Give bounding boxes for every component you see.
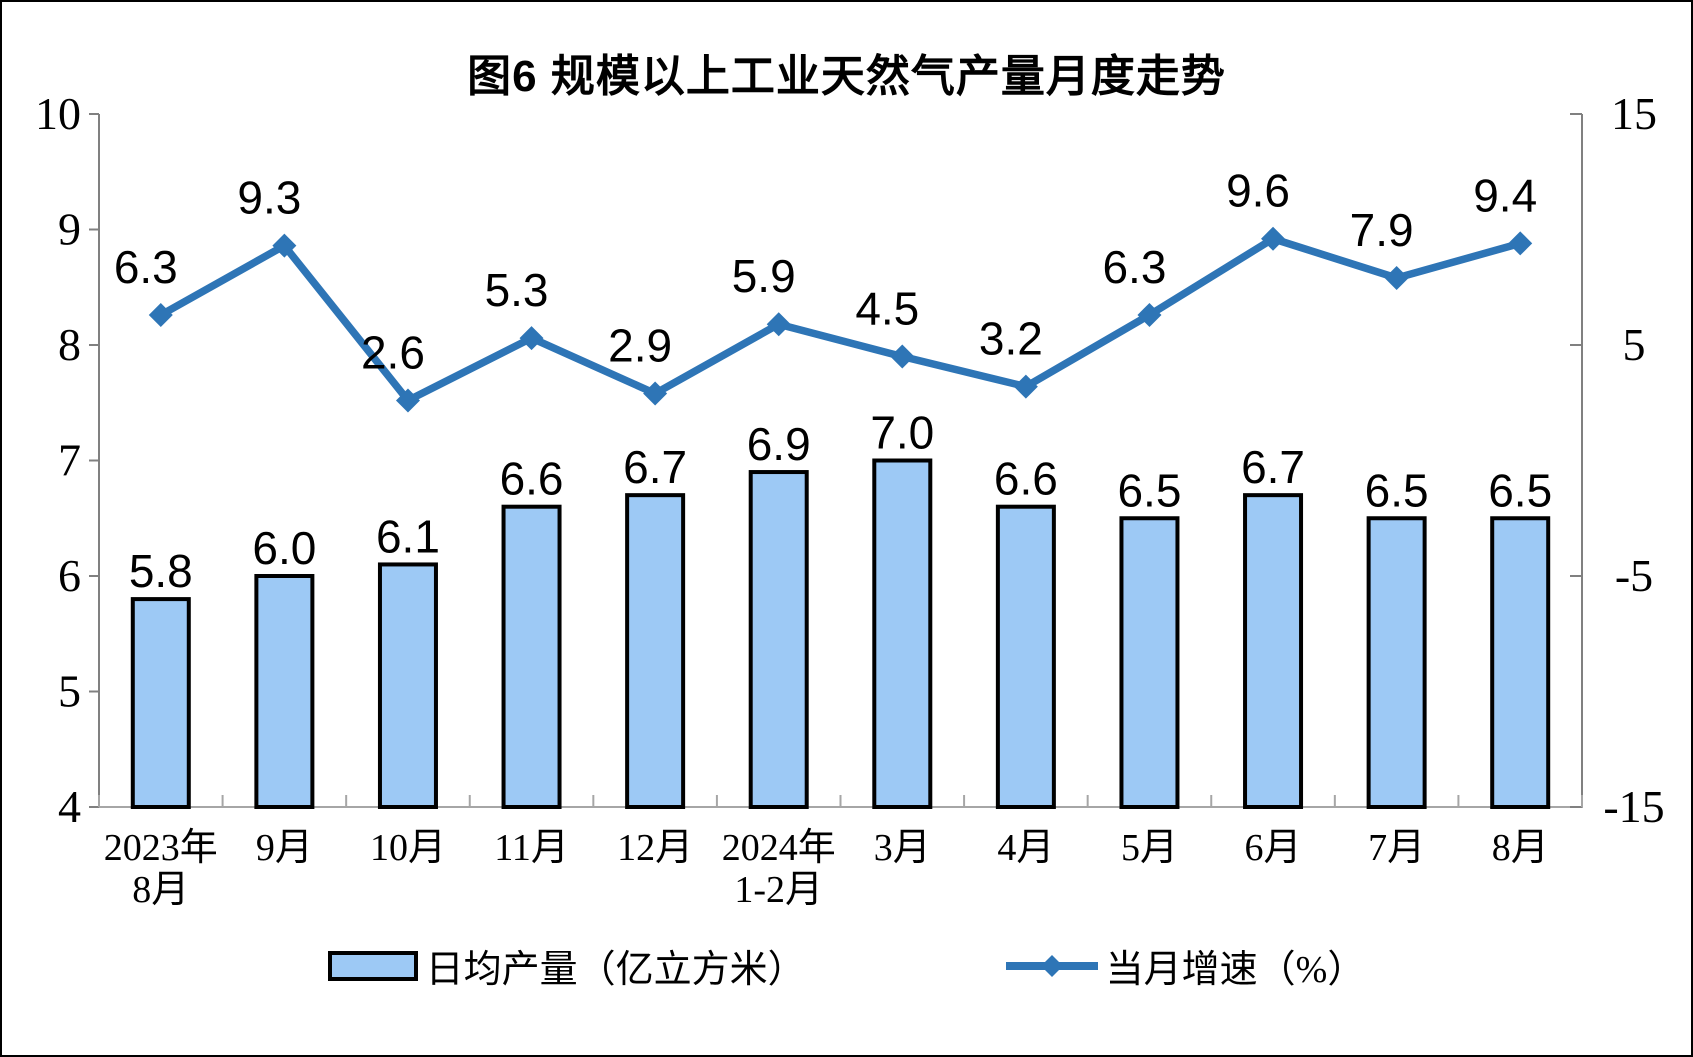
svg-text:6.7: 6.7: [623, 441, 687, 493]
svg-text:6.3: 6.3: [1102, 241, 1166, 293]
svg-text:6.0: 6.0: [252, 522, 316, 574]
svg-text:6.5: 6.5: [1488, 464, 1552, 516]
svg-text:7.9: 7.9: [1350, 204, 1414, 256]
svg-text:7月: 7月: [1368, 827, 1425, 869]
svg-text:6.9: 6.9: [747, 418, 811, 470]
svg-text:9: 9: [58, 204, 81, 255]
svg-text:5月: 5月: [1121, 827, 1178, 869]
svg-text:10月: 10月: [370, 827, 446, 869]
svg-text:7: 7: [58, 435, 81, 486]
svg-text:12月: 12月: [617, 827, 693, 869]
legend: 日均产量（亿立方米） 当月增速（%）: [2, 938, 1691, 993]
svg-text:10: 10: [35, 88, 81, 139]
svg-text:4.5: 4.5: [855, 283, 919, 335]
svg-text:6.7: 6.7: [1241, 441, 1305, 493]
svg-text:5.9: 5.9: [732, 250, 796, 302]
svg-text:4: 4: [58, 781, 81, 832]
svg-text:6.6: 6.6: [500, 453, 564, 505]
svg-text:2.9: 2.9: [608, 320, 672, 372]
svg-text:5.8: 5.8: [129, 545, 193, 597]
svg-text:6.5: 6.5: [1365, 464, 1429, 516]
bar-series-swatch-icon: [327, 950, 418, 981]
svg-text:6.1: 6.1: [376, 510, 440, 562]
svg-text:15: 15: [1611, 88, 1657, 139]
svg-text:-15: -15: [1603, 781, 1664, 832]
svg-text:3.2: 3.2: [979, 313, 1043, 365]
svg-text:9.4: 9.4: [1473, 169, 1537, 221]
svg-text:9.3: 9.3: [237, 172, 301, 224]
line-series-swatch-icon: [1005, 954, 1098, 977]
svg-text:8月: 8月: [1492, 827, 1549, 869]
svg-text:9月: 9月: [256, 827, 313, 869]
legend-item-bar-series: 日均产量（亿立方米）: [327, 938, 806, 993]
svg-text:11月: 11月: [494, 827, 569, 869]
svg-text:6.3: 6.3: [114, 241, 178, 293]
svg-text:4月: 4月: [997, 827, 1054, 869]
svg-text:2.6: 2.6: [361, 326, 425, 378]
svg-text:6月: 6月: [1245, 827, 1302, 869]
svg-text:6.6: 6.6: [994, 453, 1058, 505]
svg-text:8: 8: [58, 319, 81, 370]
svg-text:9.6: 9.6: [1226, 165, 1290, 217]
svg-text:7.0: 7.0: [870, 407, 934, 459]
legend-bar-series-label: 日均产量（亿立方米）: [425, 949, 806, 991]
chart-title: 图6 规模以上工业天然气产量月度走势: [467, 52, 1226, 101]
svg-text:-5: -5: [1615, 550, 1653, 601]
svg-text:5: 5: [1623, 319, 1646, 370]
svg-text:3月: 3月: [874, 827, 931, 869]
legend-line-series-label: 当月增速（%）: [1105, 949, 1366, 991]
svg-text:5.3: 5.3: [485, 264, 549, 316]
legend-item-line-series: 当月增速（%）: [1005, 938, 1366, 993]
svg-text:6.5: 6.5: [1117, 464, 1181, 516]
svg-text:6: 6: [58, 550, 81, 601]
svg-text:5: 5: [58, 666, 81, 717]
